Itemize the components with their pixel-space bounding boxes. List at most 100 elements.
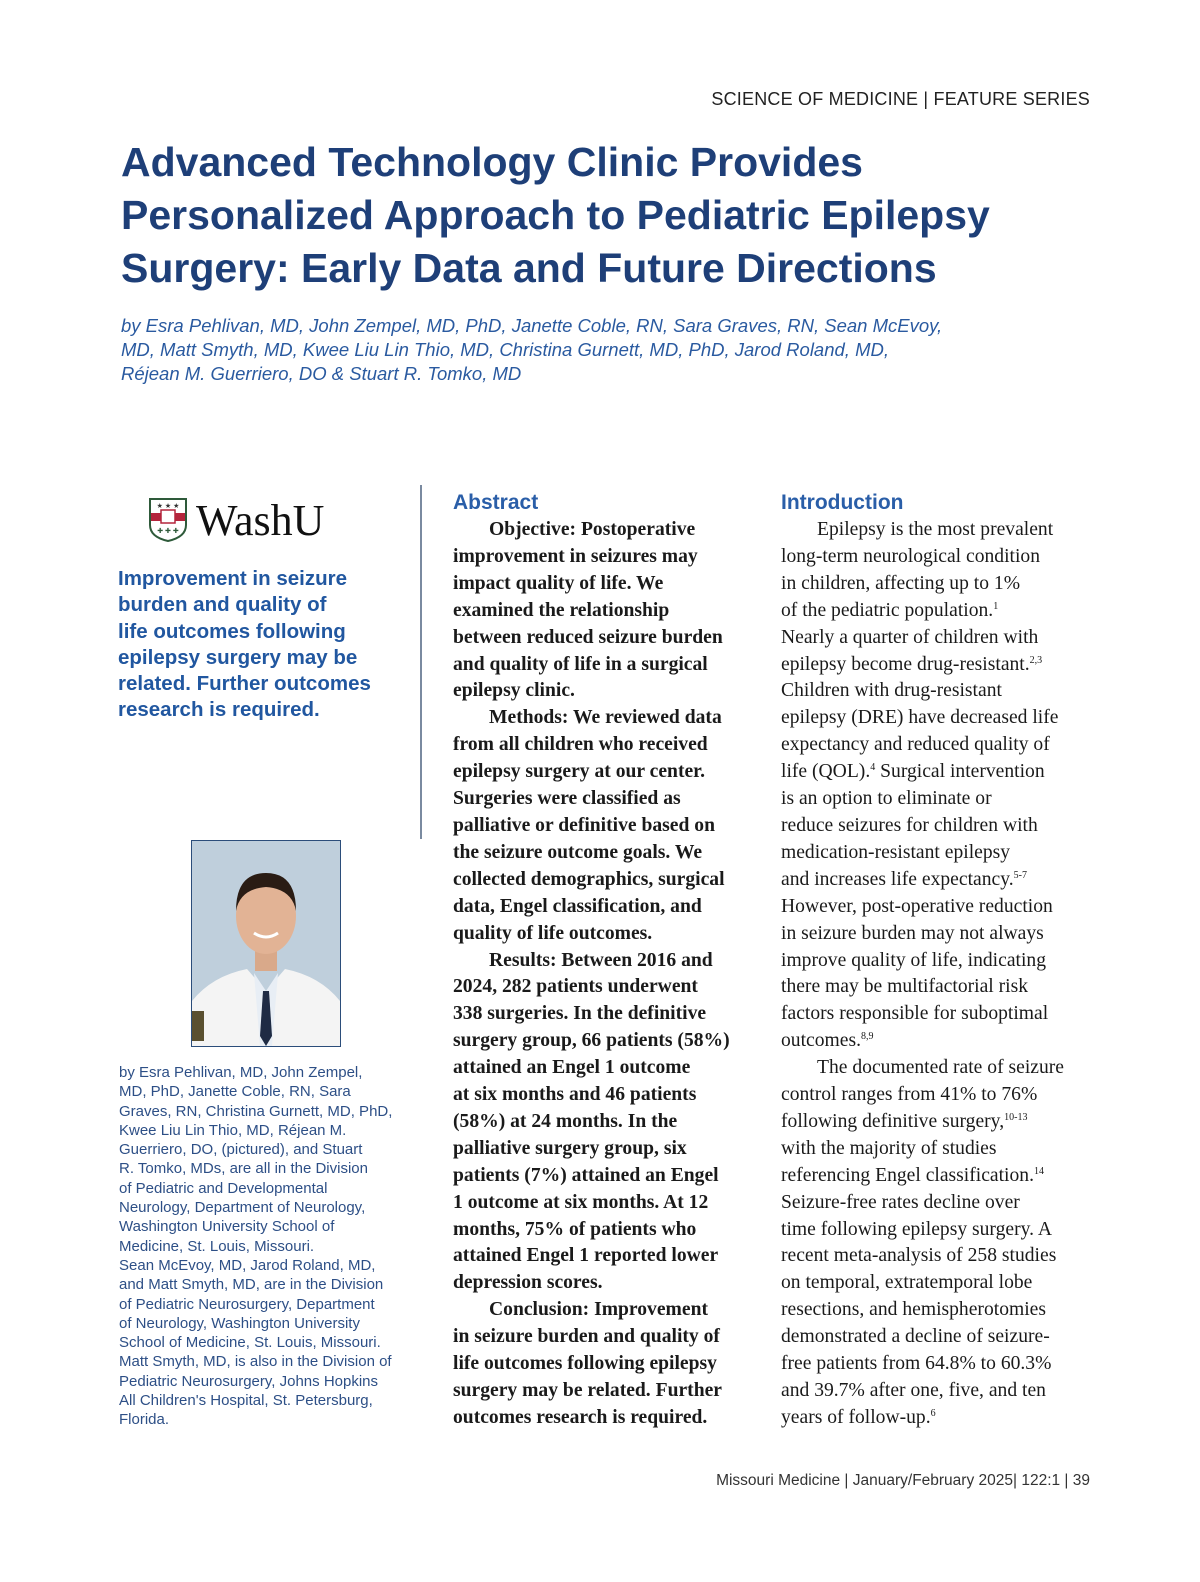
body-line: years of follow-up.6 — [781, 1406, 936, 1428]
title-line: Surgery: Early Data and Future Direction… — [121, 245, 937, 291]
svg-text:✚ ✚ ✚: ✚ ✚ ✚ — [157, 527, 179, 535]
body-line: and quality of life in a surgical — [453, 653, 708, 675]
body-line: Nearly a quarter of children with — [781, 626, 1039, 648]
body-line: surgery group, 66 patients (58%) — [453, 1030, 730, 1052]
citation-superscript: 10-13 — [1004, 1111, 1028, 1123]
credits-line: Sean McEvoy, MD, Jarod Roland, MD, — [119, 1256, 376, 1274]
credits-line: of Neurology, Washington University — [119, 1314, 360, 1332]
credits-line: Washington University School of — [119, 1218, 335, 1236]
body-line: Children with drug-resistant — [781, 680, 1002, 702]
body-line: However, post-operative reduction — [781, 895, 1053, 917]
abstract-heading: Abstract — [453, 491, 539, 514]
citation-superscript: 8,9 — [861, 1031, 874, 1043]
body-line: 2024, 282 patients underwent — [453, 976, 698, 998]
body-line: 338 surgeries. In the definitive — [453, 1003, 707, 1025]
body-line: time following epilepsy surgery. A — [781, 1218, 1053, 1240]
body-line: factors responsible for suboptimal — [781, 1003, 1049, 1025]
body-line: The documented rate of seizure — [817, 1057, 1064, 1079]
body-line: 1 outcome at six months. At 12 — [453, 1191, 709, 1213]
body-line: Methods: We reviewed data — [489, 707, 722, 729]
body-line: impact quality of life. We — [453, 572, 664, 594]
body-line: surgery may be related. Further — [453, 1380, 722, 1401]
body-line: Seizure-free rates decline over — [781, 1191, 1020, 1213]
body-line: depression scores. — [453, 1272, 603, 1294]
citation-superscript: 14 — [1033, 1165, 1044, 1177]
credits-line: School of Medicine, St. Louis, Missouri. — [119, 1334, 381, 1352]
credits-line: by Esra Pehlivan, MD, John Zempel, — [119, 1064, 363, 1081]
credits-line: Neurology, Department of Neurology, — [119, 1199, 366, 1217]
body-line: epilepsy (DRE) have decreased life — [781, 707, 1059, 729]
pull-quote-line: life outcomes following — [118, 619, 346, 643]
body-line: referencing Engel classification.14 — [781, 1164, 1044, 1186]
body-line: following definitive surgery,10-13 — [781, 1110, 1028, 1132]
section-kicker: SCIENCE OF MEDICINE | FEATURE SERIES — [711, 89, 1090, 109]
body-line: improve quality of life, indicating — [781, 949, 1046, 971]
credits-line: Graves, RN, Christina Gurnett, MD, PhD, — [119, 1102, 393, 1120]
page-footer: Missouri Medicine | January/February 202… — [716, 1472, 1090, 1489]
shield-icon: ★ ★ ★ ✚ ✚ ✚ — [149, 498, 187, 543]
body-line: Conclusion: Improvement — [489, 1299, 708, 1321]
body-line: attained an Engel 1 outcome — [453, 1057, 691, 1079]
author-credits: by Esra Pehlivan, MD, John Zempel, MD, Ph… — [119, 1063, 439, 1430]
pull-quote: Improvement in seizure burden and qualit… — [118, 566, 418, 724]
body-line: epilepsy clinic. — [453, 680, 575, 702]
body-line: demonstrated a decline of seizure- — [781, 1326, 1050, 1348]
body-line: long-term neurological condition — [781, 545, 1041, 567]
body-line: medication-resistant epilepsy — [781, 841, 1011, 863]
pull-quote-line: burden and quality of — [118, 593, 327, 617]
citation-superscript: 6 — [930, 1407, 936, 1419]
credits-line: of Pediatric and Developmental — [119, 1179, 328, 1197]
credits-line: All Children's Hospital, St. Petersburg, — [119, 1392, 373, 1410]
body-line: of the pediatric population.1 — [781, 599, 999, 621]
body-line: in children, affecting up to 1% — [781, 572, 1021, 594]
body-line: free patients from 64.8% to 60.3% — [781, 1353, 1052, 1375]
body-line: on temporal, extratemporal lobe — [781, 1272, 1033, 1294]
body-line: from all children who received — [453, 734, 708, 756]
svg-text:★ ★ ★: ★ ★ ★ — [157, 502, 180, 510]
pull-quote-line: related. Further outcomes — [118, 672, 371, 696]
body-line: in seizure burden may not always — [781, 922, 1044, 944]
body-line: life (QOL).4 Surgical intervention — [781, 761, 1045, 783]
abstract-column: Abstract Objective: Postoperative improve… — [453, 491, 773, 1432]
body-line: Epilepsy is the most prevalent — [817, 519, 1054, 540]
body-line: outcomes research is required. — [453, 1406, 708, 1428]
body-line: is an option to eliminate or — [781, 788, 992, 810]
body-line: quality of life outcomes. — [453, 922, 653, 944]
column-divider — [420, 485, 422, 839]
citation-superscript: 5-7 — [1013, 869, 1027, 881]
credits-line: Guerriero, DO, (pictured), and Stuart — [119, 1141, 363, 1159]
title-line: Advanced Technology Clinic Provides — [121, 139, 863, 185]
credits-line: and Matt Smyth, MD, are in the Division — [119, 1276, 384, 1294]
introduction-column: Introduction Epilepsy is the most preval… — [781, 491, 1101, 1432]
citation-superscript: 2,3 — [1029, 654, 1043, 666]
title-line: Personalized Approach to Pediatric Epile… — [121, 192, 990, 238]
body-line: patients (7%) attained an Engel — [453, 1164, 719, 1186]
body-line: recent meta-analysis of 258 studies — [781, 1245, 1057, 1267]
byline-line: Réjean M. Guerriero, DO & Stuart R. Tomk… — [121, 363, 522, 384]
introduction-body: Epilepsy is the most prevalent long-term … — [781, 517, 1101, 1432]
body-line: life outcomes following epilepsy — [453, 1353, 717, 1375]
body-line: there may be multifactorial risk — [781, 976, 1029, 998]
body-line: months, 75% of patients who — [453, 1218, 697, 1240]
byline-line: by Esra Pehlivan, MD, John Zempel, MD, P… — [121, 315, 943, 336]
credits-line: Kwee Liu Lin Thio, MD, Réjean M. — [119, 1121, 347, 1139]
body-line: in seizure burden and quality of — [453, 1326, 720, 1348]
body-line: at six months and 46 patients — [453, 1084, 697, 1106]
introduction-heading: Introduction — [781, 491, 904, 514]
body-line: Results: Between 2016 and — [489, 949, 713, 971]
credits-line: of Pediatric Neurosurgery, Department — [119, 1295, 375, 1313]
body-line: Surgeries were classified as — [453, 788, 681, 810]
body-line: and 39.7% after one, five, and ten — [781, 1380, 1046, 1401]
body-line: outcomes.8,9 — [781, 1030, 874, 1052]
body-line: and increases life expectancy.5-7 — [781, 868, 1027, 890]
citation-superscript: 1 — [993, 600, 999, 612]
byline: by Esra Pehlivan, MD, John Zempel, MD, P… — [121, 314, 1081, 386]
citation-superscript: 4 — [870, 762, 876, 774]
article-title: Advanced Technology Clinic Provides Pers… — [121, 136, 1121, 295]
credits-line: Florida. — [119, 1411, 170, 1429]
body-line: reduce seizures for children with — [781, 814, 1038, 836]
body-line: examined the relationship — [453, 599, 670, 621]
body-line: palliative surgery group, six — [453, 1137, 687, 1159]
credits-line: MD, PhD, Janette Coble, RN, Sara — [119, 1083, 351, 1101]
body-line: palliative or definitive based on — [453, 814, 715, 836]
